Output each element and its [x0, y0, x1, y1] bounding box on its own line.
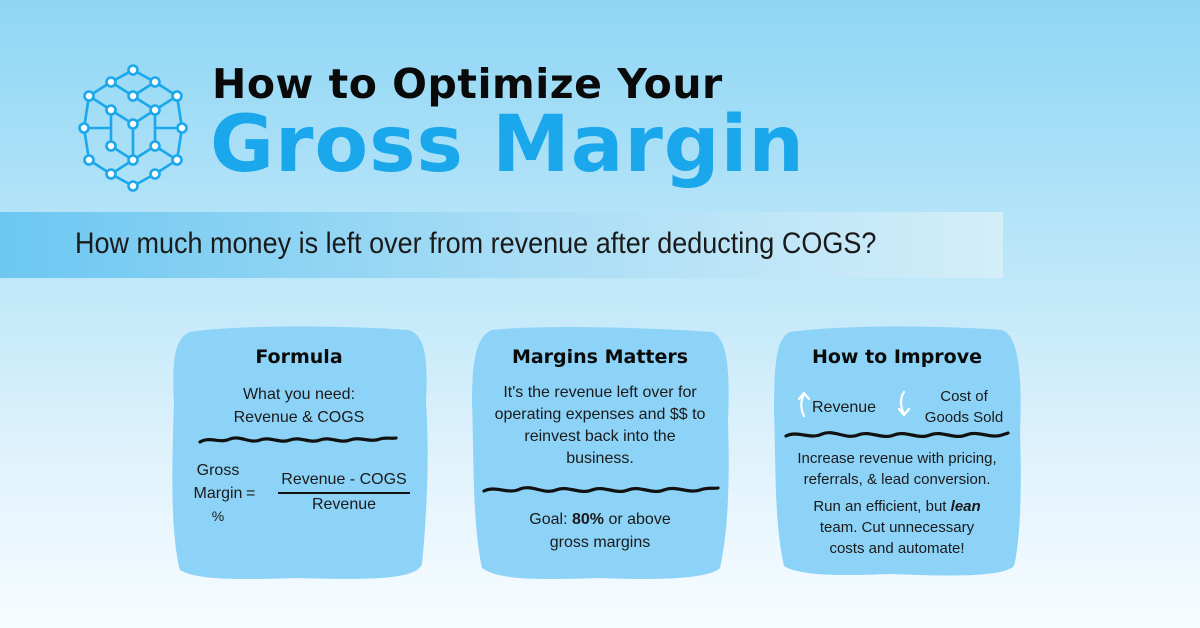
- arrow-up-icon: [797, 391, 811, 418]
- improve-title: How to Improve: [811, 346, 983, 368]
- goal-prefix: Goal:: [529, 511, 572, 528]
- how-to-improve-card: How to Improve Revenue Cost of Goods Sol…: [770, 322, 1024, 582]
- tip2-line-1: Run an efficient, but lean: [770, 498, 1024, 515]
- need-line-2: Revenue & COGS: [233, 409, 365, 426]
- lhs-percent: %: [211, 508, 225, 524]
- squiggle-divider: [784, 431, 1010, 439]
- formula-card: Formula What you need: Revenue & COGS Gr…: [168, 322, 430, 582]
- squiggle-divider: [198, 436, 398, 444]
- tip2-line-3: costs and automate!: [829, 540, 965, 557]
- card-blob: [172, 326, 428, 580]
- tip2-line-2: team. Cut unnecessary: [819, 519, 975, 536]
- fraction-bar: [278, 492, 410, 494]
- goal-value: 80%: [571, 511, 604, 528]
- arrow-down-icon: [897, 390, 911, 417]
- goal-line-2: gross margins: [549, 534, 651, 551]
- numerator: Revenue - COGS: [281, 471, 407, 488]
- revenue-up-label: Revenue: [812, 399, 877, 416]
- cogs-down-label-2: Goods Sold: [924, 409, 1004, 426]
- tip1-line-1: Increase revenue with pricing,: [797, 450, 997, 467]
- margins-matters-card: Margins Matters It's the revenue left ov…: [468, 322, 732, 582]
- equals-sign: =: [246, 485, 256, 502]
- goal-suffix: or above: [604, 511, 671, 528]
- subtitle: How much money is left over from revenue…: [75, 227, 877, 260]
- goal-line-1: Goal: 80% or above: [468, 511, 732, 529]
- cogs-down-label-1: Cost of: [940, 388, 988, 405]
- card-blob: [472, 326, 729, 579]
- title-line-2: Gross Margin: [210, 100, 805, 190]
- title-line-1: How to Optimize Your: [212, 60, 723, 108]
- subtitle-band: [0, 212, 1003, 278]
- hexagon-network-logo-icon: [78, 64, 188, 192]
- body-line-4: business.: [566, 450, 634, 467]
- formula-title: Formula: [255, 346, 343, 368]
- tip2-emphasis: lean: [950, 498, 981, 515]
- squiggle-divider: [482, 486, 720, 494]
- body-line-1: It's the revenue left over for: [503, 384, 697, 401]
- body-line-3: reinvest back into the: [524, 428, 676, 445]
- body-line-2: operating expenses and $$ to: [494, 406, 706, 423]
- lhs-margin: Margin: [193, 485, 243, 502]
- tip1-line-2: referrals, & lead conversion.: [803, 471, 991, 488]
- need-line-1: What you need:: [242, 386, 356, 403]
- margins-title: Margins Matters: [511, 346, 689, 368]
- lhs-gross: Gross: [196, 462, 240, 479]
- denominator: Revenue: [311, 496, 377, 513]
- card-blob: [774, 326, 1021, 576]
- tip2-prefix: Run an efficient, but: [813, 498, 951, 515]
